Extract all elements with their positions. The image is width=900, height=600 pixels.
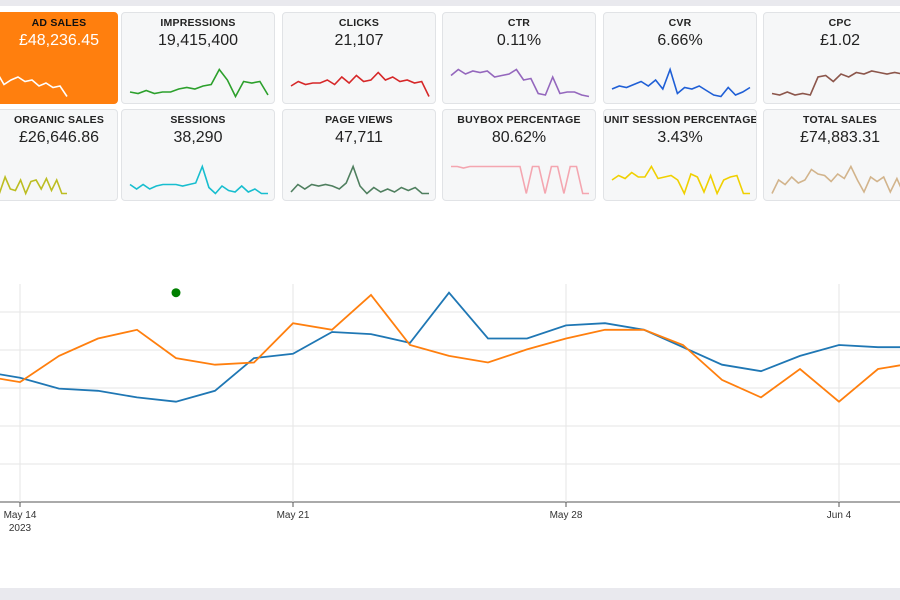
metric-label: CVR <box>668 17 692 29</box>
metric-value: £26,646.86 <box>18 129 100 146</box>
x-tick-label: May 14 <box>4 510 37 521</box>
sparkline-path <box>611 67 751 98</box>
x-tick-label: May 28 <box>550 510 583 521</box>
sparkline <box>129 164 268 195</box>
main-line-chart: May 14 2023 May 21 May 28 Jun 4 <box>0 284 900 534</box>
metric-label: CTR <box>507 17 531 29</box>
sparkline-path <box>290 71 430 97</box>
metric-value: 19,415,400 <box>157 32 239 49</box>
metric-card-clicks[interactable]: CLICKS 21,107 <box>282 12 436 104</box>
metric-label: CPC <box>828 17 852 29</box>
metric-label: TOTAL SALES <box>803 114 877 126</box>
sparkline-path <box>451 165 589 195</box>
sparkline-path <box>611 164 750 196</box>
sparkline-path <box>0 76 68 97</box>
metric-value: 38,290 <box>173 129 223 146</box>
metric-value: 6.66% <box>657 32 703 49</box>
metric-card-unit-session-percentage[interactable]: UNIT SESSION PERCENTAGE 3.43% <box>603 109 757 201</box>
x-tick-label: Jun 4 <box>827 510 852 521</box>
x-tick-label: May 21 <box>277 510 310 521</box>
sparkline-path <box>0 174 67 196</box>
metric-label: UNIT SESSION PERCENTAGE <box>604 114 757 126</box>
sparkline <box>611 164 750 196</box>
sparkline-path <box>129 164 268 195</box>
metric-card-cvr[interactable]: CVR 6.66% <box>603 12 757 104</box>
metric-card-page-views[interactable]: PAGE VIEWS 47,711 <box>282 109 436 201</box>
metric-value: £48,236.45 <box>18 32 100 49</box>
metric-card-cpc[interactable]: CPC £1.02 <box>763 12 900 104</box>
sparkline-path <box>450 68 590 98</box>
metric-label: PAGE VIEWS <box>325 114 393 126</box>
metric-label: BUYBOX PERCENTAGE <box>457 114 581 126</box>
sparkline-path <box>771 70 900 96</box>
sparkline <box>0 76 68 97</box>
sparkline <box>290 71 430 97</box>
sparkline-path <box>129 68 269 99</box>
metric-label: AD SALES <box>31 17 87 29</box>
metric-card-impressions[interactable]: IMPRESSIONS 19,415,400 <box>121 12 275 104</box>
sparkline <box>451 165 589 195</box>
x-tick-sublabel: 2023 <box>9 523 32 534</box>
sparkline <box>450 68 590 98</box>
metric-value: 21,107 <box>334 32 384 49</box>
metric-label: IMPRESSIONS <box>160 17 236 29</box>
sparkline <box>290 164 429 195</box>
sparkline <box>771 164 900 194</box>
metric-value: 80.62% <box>491 129 547 146</box>
metric-label: CLICKS <box>338 17 380 29</box>
metric-card-ad-sales[interactable]: AD SALES £48,236.45 <box>0 12 118 104</box>
metric-value: 0.11% <box>496 32 542 49</box>
sparkline <box>0 174 67 196</box>
metric-value: 3.43% <box>657 129 703 146</box>
metric-card-buybox-percentage[interactable]: BUYBOX PERCENTAGE 80.62% <box>442 109 596 201</box>
highlight-marker[interactable] <box>171 288 181 298</box>
metric-card-sessions[interactable]: SESSIONS 38,290 <box>121 109 275 201</box>
sparkline <box>611 67 751 98</box>
metric-label: ORGANIC SALES <box>13 114 105 126</box>
metric-label: SESSIONS <box>170 114 226 126</box>
series-line-0 <box>0 291 900 403</box>
sparkline <box>129 68 269 99</box>
metric-value: £74,883.31 <box>799 129 881 146</box>
series-line-1 <box>0 293 900 403</box>
metric-card-total-sales[interactable]: TOTAL SALES £74,883.31 <box>763 109 900 201</box>
metric-value: 47,711 <box>335 129 383 146</box>
sparkline <box>771 70 900 96</box>
sparkline-path <box>290 164 429 195</box>
metric-value: £1.02 <box>819 32 861 49</box>
sparkline-path <box>771 164 900 194</box>
metric-card-organic-sales[interactable]: ORGANIC SALES £26,646.86 <box>0 109 118 201</box>
metric-card-ctr[interactable]: CTR 0.11% <box>442 12 596 104</box>
